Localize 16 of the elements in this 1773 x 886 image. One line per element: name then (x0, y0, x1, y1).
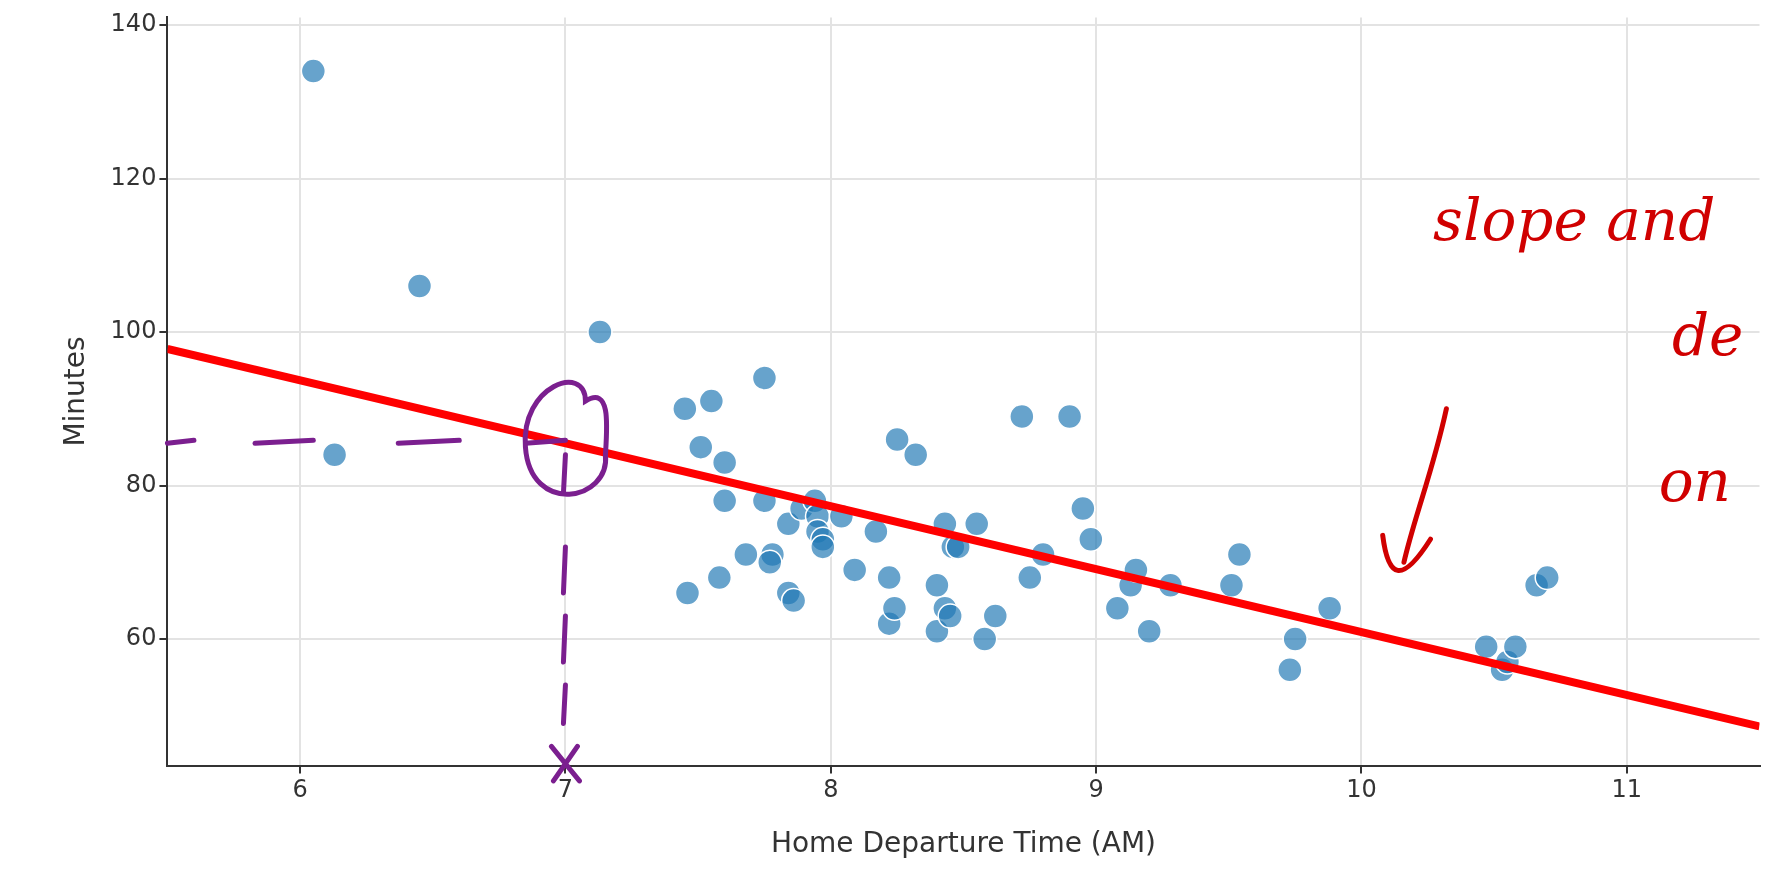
x-tick-label: 11 (1611, 775, 1643, 804)
annotation: de (1671, 300, 1744, 369)
y-tick-label: 60 (125, 623, 157, 652)
annotation: on (1658, 446, 1731, 515)
annotation: slope and (1433, 185, 1716, 254)
x-axis-title: Home Departure Time (AM) (770, 826, 1157, 860)
y-tick-label: 120 (110, 162, 157, 191)
x-tick-label: 9 (1088, 775, 1104, 804)
y-axis-title: Minutes (58, 336, 92, 447)
y-tick-label: 100 (110, 316, 157, 345)
x-tick-label: 10 (1346, 775, 1377, 804)
y-tick-label: 80 (125, 469, 157, 498)
y-tick-label: 140 (110, 9, 157, 38)
x-tick-label: 7 (557, 775, 574, 804)
x-tick-label: 6 (292, 775, 308, 804)
x-tick-label: 8 (823, 775, 839, 804)
